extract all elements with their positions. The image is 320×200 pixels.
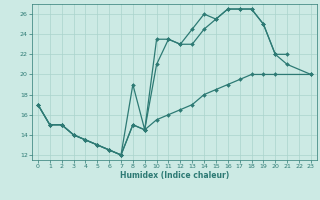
X-axis label: Humidex (Indice chaleur): Humidex (Indice chaleur) <box>120 171 229 180</box>
